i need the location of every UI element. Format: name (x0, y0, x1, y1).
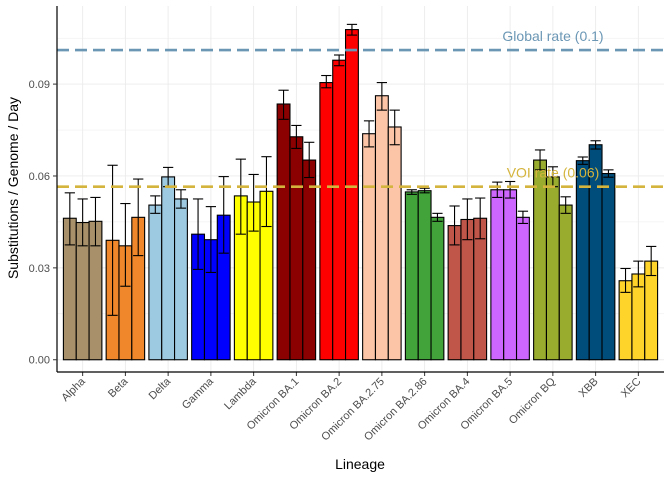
bar (473, 217, 488, 361)
bar (362, 133, 377, 361)
bar (558, 204, 573, 361)
bar (601, 172, 616, 361)
axes (53, 6, 664, 376)
y-tick-label: 0.00 (29, 355, 50, 367)
bars (62, 29, 659, 361)
bar (460, 218, 475, 361)
bar (447, 225, 462, 361)
reference-line-label: Global rate (0.1) (502, 28, 603, 44)
error-bars (64, 23, 657, 316)
bar (575, 160, 590, 361)
y-tick-labels: 0.00 0.03 0.06 0.09 (29, 79, 50, 367)
bar (174, 198, 188, 361)
bar (289, 136, 304, 361)
reference-line-label: VOI rate (0.06) (507, 165, 600, 181)
bar (503, 189, 518, 361)
bar (332, 59, 347, 361)
bar (417, 190, 432, 361)
y-tick-label: 0.09 (29, 79, 50, 91)
bar (161, 176, 176, 361)
bar (430, 216, 445, 361)
y-axis-title: Substitutions / Genome / Day (5, 97, 21, 279)
bar (404, 191, 419, 361)
reference-lines: Global rate (0.1) VOI rate (0.06) (57, 28, 664, 189)
bar (387, 126, 402, 361)
bar (490, 189, 505, 361)
bar (344, 29, 359, 361)
bar (545, 176, 560, 361)
bar (515, 216, 530, 361)
bar (319, 82, 334, 361)
bar (374, 95, 389, 361)
x-axis-title: Lineage (335, 456, 385, 472)
y-tick-label: 0.03 (29, 263, 50, 275)
bar (533, 159, 547, 361)
y-tick-label: 0.06 (29, 171, 50, 183)
bar (302, 159, 317, 361)
bar (276, 103, 291, 361)
bar (148, 204, 163, 361)
